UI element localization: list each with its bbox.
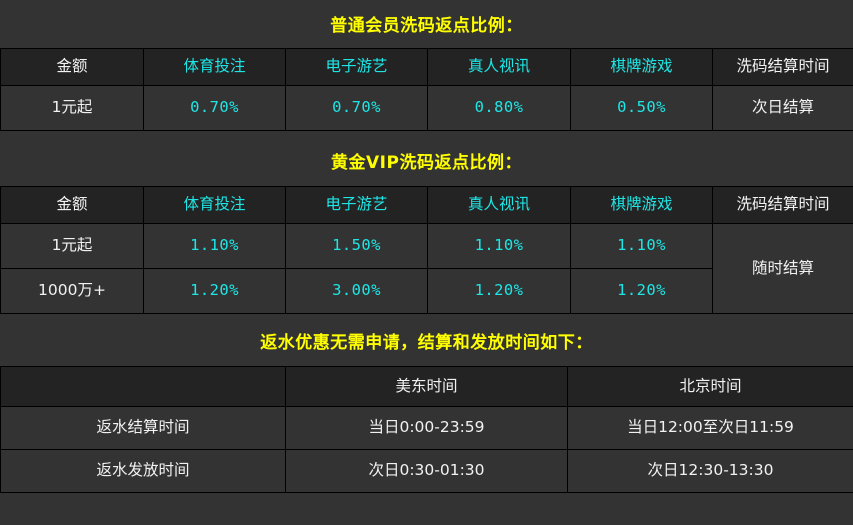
column-header-live: 真人视讯	[427, 48, 571, 86]
spacer-after-title-1	[0, 35, 853, 48]
cell-live: 0.80%	[427, 85, 571, 131]
cell-us-east: 当日0:00-23:59	[285, 406, 568, 450]
column-header-chess: 棋牌游戏	[570, 186, 713, 224]
cell-chess: 1.10%	[570, 223, 713, 269]
cell-slots: 3.00%	[285, 268, 428, 314]
spacer-after-title-2	[0, 172, 853, 186]
column-header-chess: 棋牌游戏	[570, 48, 713, 86]
column-header-sports: 体育投注	[143, 186, 286, 224]
cell-sports: 0.70%	[143, 85, 286, 131]
cell-slots: 1.50%	[285, 223, 428, 269]
cell-chess: 0.50%	[570, 85, 713, 131]
table-row: 1000万+ 1.20% 3.00% 1.20% 1.20%	[0, 268, 853, 314]
gold-vip-rebate-table: 金额 体育投注 电子游艺 真人视讯 棋牌游戏 洗码结算时间 1元起 1.10% …	[0, 186, 853, 314]
table-header-row: 美东时间 北京时间	[0, 366, 853, 407]
cell-beijing: 次日12:30-13:30	[567, 449, 853, 493]
table-header-row: 金额 体育投注 电子游艺 真人视讯 棋牌游戏 洗码结算时间	[0, 48, 853, 86]
cell-beijing: 当日12:00至次日11:59	[567, 406, 853, 450]
payout-schedule-table: 美东时间 北京时间 返水结算时间 当日0:00-23:59 当日12:00至次日…	[0, 366, 853, 493]
row-label-settlement-time: 返水结算时间	[0, 406, 286, 450]
section-title-normal-member: 普通会员洗码返点比例：	[330, 16, 523, 36]
column-header-slots: 电子游艺	[285, 48, 428, 86]
cell-chess: 1.20%	[570, 268, 713, 314]
cell-live: 1.10%	[427, 223, 571, 269]
table-header-row: 金额 体育投注 电子游艺 真人视讯 棋牌游戏 洗码结算时间	[0, 186, 853, 224]
section-title-payout-schedule: 返水优惠无需申请，结算和发放时间如下：	[260, 333, 593, 353]
table-row: 返水发放时间 次日0:30-01:30 次日12:30-13:30	[0, 449, 853, 493]
cell-amount: 1元起	[0, 223, 144, 269]
cell-live: 1.20%	[427, 268, 571, 314]
column-header-settlement: 洗码结算时间	[712, 48, 853, 86]
cell-slots: 0.70%	[285, 85, 428, 131]
table-row: 1元起 0.70% 0.70% 0.80% 0.50% 次日结算	[0, 85, 853, 131]
cell-sports: 1.20%	[143, 268, 286, 314]
cell-settlement-merged: 随时结算	[712, 223, 853, 314]
column-header-blank	[0, 366, 286, 407]
table-row: 返水结算时间 当日0:00-23:59 当日12:00至次日11:59	[0, 406, 853, 450]
column-header-slots: 电子游艺	[285, 186, 428, 224]
column-header-amount: 金额	[0, 48, 144, 86]
cell-settlement: 次日结算	[712, 85, 853, 131]
section-title-gold-vip: 黄金VIP洗码返点比例：	[331, 153, 522, 173]
column-header-amount: 金额	[0, 186, 144, 224]
column-header-beijing: 北京时间	[567, 366, 853, 407]
cell-sports: 1.10%	[143, 223, 286, 269]
column-header-sports: 体育投注	[143, 48, 286, 86]
cell-amount: 1000万+	[0, 268, 144, 314]
row-label-payout-time: 返水发放时间	[0, 449, 286, 493]
spacer-after-title-3	[0, 352, 853, 366]
column-header-us-east: 美东时间	[285, 366, 568, 407]
cell-amount: 1元起	[0, 85, 144, 131]
column-header-settlement: 洗码结算时间	[712, 186, 853, 224]
normal-member-rebate-table: 金额 体育投注 电子游艺 真人视讯 棋牌游戏 洗码结算时间 1元起 0.70% …	[0, 48, 853, 131]
table-row: 1元起 1.10% 1.50% 1.10% 1.10% 随时结算	[0, 223, 853, 314]
spacer-between-1-2	[0, 131, 853, 155]
column-header-live: 真人视讯	[427, 186, 571, 224]
cell-us-east: 次日0:30-01:30	[285, 449, 568, 493]
spacer-between-2-3	[0, 314, 853, 335]
